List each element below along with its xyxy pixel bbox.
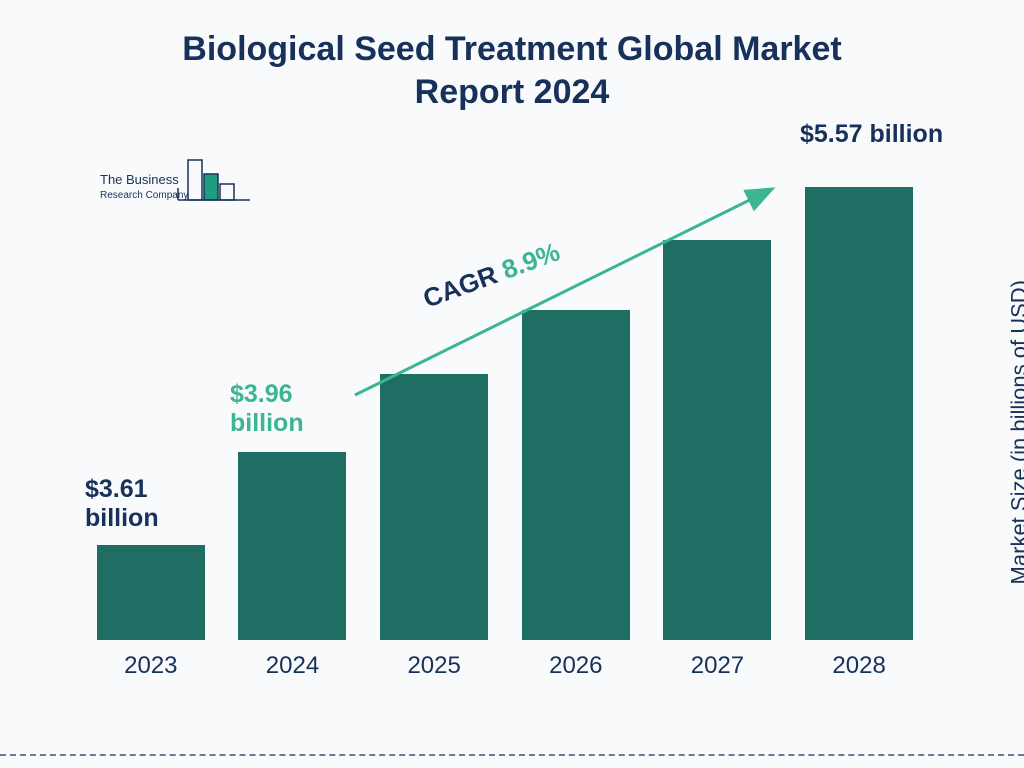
bars-container bbox=[80, 150, 930, 640]
bar-group bbox=[232, 452, 352, 640]
bar-group bbox=[799, 187, 919, 640]
x-axis-label: 2025 bbox=[374, 652, 494, 680]
bar-group bbox=[657, 240, 777, 640]
bottom-dashed-divider bbox=[0, 754, 1024, 756]
bar-chart: 2023 2024 2025 2026 2027 2028 bbox=[80, 150, 930, 680]
value-label: $3.61billion bbox=[85, 475, 159, 533]
bar bbox=[522, 310, 630, 640]
bar bbox=[805, 187, 913, 640]
x-axis-label: 2026 bbox=[516, 652, 636, 680]
bar bbox=[380, 374, 488, 640]
value-label: $5.57 billion bbox=[800, 120, 943, 149]
bar-group bbox=[516, 310, 636, 640]
x-axis-label: 2027 bbox=[657, 652, 777, 680]
x-axis-label: 2024 bbox=[232, 652, 352, 680]
bar-group bbox=[374, 374, 494, 640]
bar bbox=[97, 545, 205, 640]
title-line1: Biological Seed Treatment Global Market bbox=[182, 30, 841, 68]
bar bbox=[238, 452, 346, 640]
x-axis-labels: 2023 2024 2025 2026 2027 2028 bbox=[80, 652, 930, 680]
x-axis-label: 2023 bbox=[91, 652, 211, 680]
bar bbox=[663, 240, 771, 640]
title-line2: Report 2024 bbox=[415, 73, 610, 111]
x-axis-label: 2028 bbox=[799, 652, 919, 680]
value-label: $3.96billion bbox=[230, 380, 304, 438]
y-axis-label: Market Size (in billions of USD) bbox=[1006, 280, 1024, 584]
chart-title: Biological Seed Treatment Global Market … bbox=[0, 0, 1024, 113]
bar-group bbox=[91, 545, 211, 640]
